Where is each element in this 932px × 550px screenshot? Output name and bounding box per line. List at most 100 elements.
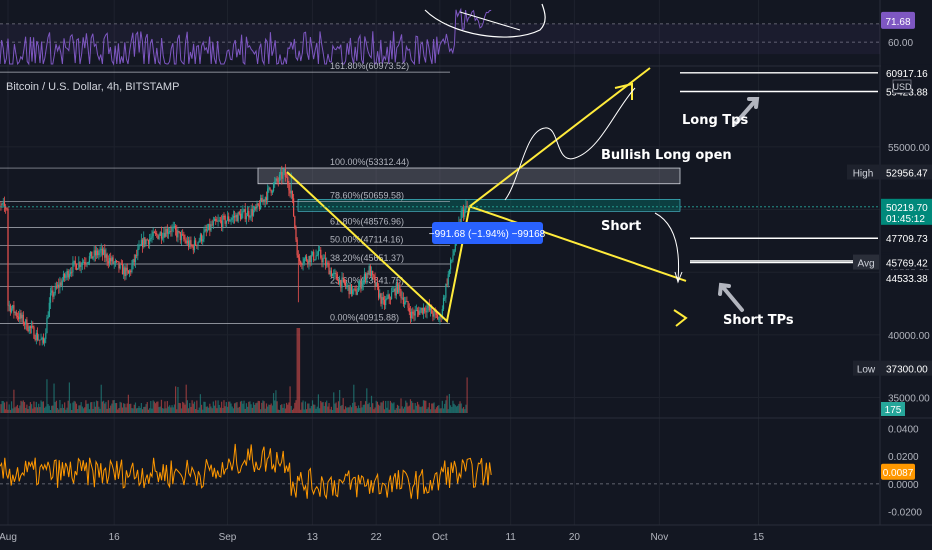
price-label: 44533.38 [886,274,928,285]
volume-bar [68,382,70,413]
candle-body [32,326,34,328]
candle-body [346,285,348,287]
volume-bar [126,403,128,413]
candle-body [429,307,432,311]
volume-bar [440,408,442,413]
candle-body [354,288,356,290]
candle-body [55,286,57,288]
volume-bar [186,400,188,413]
volume-bar [145,404,147,413]
long-tps-arrow [733,97,760,126]
volume-bar [418,404,420,413]
volume-bar [274,400,276,413]
candle-body [190,240,192,245]
volume-bar [85,400,87,413]
volume-bar [189,403,191,413]
volume-bar [226,406,229,413]
candle-body [40,339,42,341]
volume-bar [215,400,217,413]
candle-body [313,251,315,261]
volume-bar [282,407,284,413]
price-label: 47709.73 [886,234,928,245]
candle-body [419,310,421,315]
volume-bar [278,409,281,413]
candle-body [414,310,416,316]
volume-bar [377,404,380,413]
candle-body [160,231,163,239]
candle-body [138,245,140,249]
candle-body [256,203,258,209]
volume-bar [52,405,54,413]
symbol-title: Bitcoin / U.S. Dollar, 4h, BITSTAMP [6,81,180,93]
volume-bar [18,408,20,413]
candle-body [41,337,43,340]
candle-body [54,286,56,294]
volume-bar [403,406,406,413]
candle-body [310,255,312,263]
candle-body [213,219,216,222]
osc-tick: -0.0200 [888,508,922,519]
candle-body [197,242,199,246]
volume-bar [147,409,150,413]
volume-bar [380,402,382,413]
volume-bar [353,384,355,413]
volume-bar [104,403,106,413]
currency-badge [892,79,912,94]
candle-body [176,230,178,238]
volume-bar [93,401,95,413]
volume-bar [360,400,362,413]
candle-body [374,277,376,287]
candle-body [12,305,14,309]
candle-body [377,286,380,298]
candle-body [295,227,297,240]
volume-bar [412,402,414,413]
volume-bar [64,402,66,413]
grid [0,0,932,526]
candle-body [49,292,52,303]
candle-body [403,302,406,305]
time-axis[interactable]: Aug 16 Sep 13 22 Oct 11 20 Nov 15 [0,532,764,543]
volume-bar [141,409,144,413]
volume-bar [298,328,301,413]
candle-body [185,240,187,244]
candle-body [433,310,435,317]
volume-bar [329,409,331,413]
candle-body [293,198,295,217]
volume-bar [55,400,57,413]
volume-value-badge [881,402,905,416]
volume-bar [120,402,122,413]
candle-body [437,314,439,320]
volume-bar [187,408,190,413]
candle-body [16,315,19,317]
volume-bar [275,390,277,413]
candle-body [3,202,6,207]
volume-bar [426,409,428,413]
volume-bar [115,403,118,413]
candle-body [428,305,430,311]
bearish-arrowhead [673,309,688,327]
volume-bar [374,407,376,413]
volume-bar [446,395,448,413]
trend-drawings [286,3,760,327]
volume-bar [354,402,356,413]
volume-bar [239,401,242,413]
currency-label: USD [892,82,912,92]
candle-body [174,226,177,231]
candle-body [187,240,190,247]
price-axis[interactable]: 55000.0050000.0045000.0040000.0035000.00… [847,11,932,519]
volume-bar [179,403,181,413]
volume-bar [108,408,111,413]
volume-bar [131,408,133,413]
volume-bar [283,403,285,413]
candle-body [152,231,154,237]
fib-label: 0.00%(40915.88) [330,312,399,322]
volume-bar [259,409,262,413]
volume-bar [117,409,119,413]
volume-bar [163,408,165,413]
volume-bar [221,401,223,413]
volume-bar [316,406,318,413]
candle-body [180,234,183,241]
volume-bar [79,405,81,413]
candle-body [337,280,340,285]
